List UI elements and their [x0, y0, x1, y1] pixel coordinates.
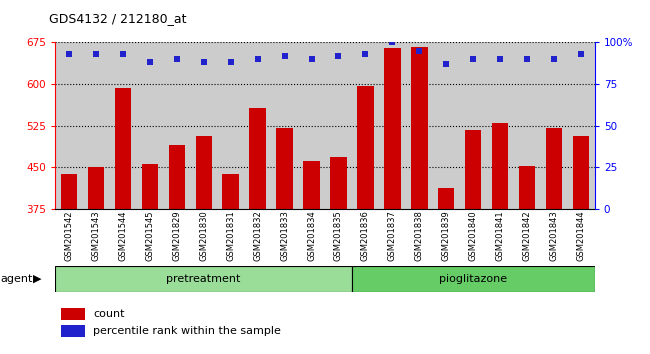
- Bar: [519, 166, 536, 209]
- Bar: [384, 48, 400, 209]
- Text: pioglitazone: pioglitazone: [439, 274, 508, 284]
- Bar: [276, 129, 292, 209]
- Point: [549, 56, 560, 62]
- Text: ▶: ▶: [32, 274, 41, 284]
- Bar: [168, 145, 185, 209]
- Bar: [60, 325, 85, 337]
- Point: [360, 51, 370, 57]
- Bar: [465, 130, 482, 209]
- Bar: [250, 108, 266, 209]
- Bar: [196, 136, 212, 209]
- Bar: [438, 188, 454, 209]
- Point: [414, 48, 424, 53]
- Point: [333, 53, 344, 59]
- Bar: [330, 157, 346, 209]
- Point: [90, 51, 101, 57]
- Bar: [222, 174, 239, 209]
- Bar: [55, 266, 352, 292]
- Point: [118, 51, 128, 57]
- Point: [144, 59, 155, 65]
- Point: [280, 53, 290, 59]
- Text: pretreatment: pretreatment: [166, 274, 240, 284]
- Point: [198, 59, 209, 65]
- Bar: [352, 266, 595, 292]
- Bar: [60, 308, 85, 320]
- Text: count: count: [93, 309, 125, 319]
- Text: GDS4132 / 212180_at: GDS4132 / 212180_at: [49, 12, 187, 25]
- Bar: [492, 124, 508, 209]
- Bar: [88, 167, 104, 209]
- Point: [495, 56, 506, 62]
- Bar: [304, 161, 320, 209]
- Point: [226, 59, 236, 65]
- Point: [64, 51, 74, 57]
- Bar: [114, 88, 131, 209]
- Bar: [358, 86, 374, 209]
- Bar: [546, 129, 562, 209]
- Bar: [142, 165, 158, 209]
- Point: [387, 40, 398, 45]
- Point: [172, 56, 182, 62]
- Point: [522, 56, 532, 62]
- Bar: [573, 136, 590, 209]
- Text: agent: agent: [0, 274, 32, 284]
- Point: [252, 56, 263, 62]
- Bar: [60, 175, 77, 209]
- Point: [441, 61, 452, 67]
- Bar: [411, 47, 428, 209]
- Point: [576, 51, 586, 57]
- Point: [306, 56, 317, 62]
- Text: percentile rank within the sample: percentile rank within the sample: [93, 326, 281, 336]
- Point: [468, 56, 478, 62]
